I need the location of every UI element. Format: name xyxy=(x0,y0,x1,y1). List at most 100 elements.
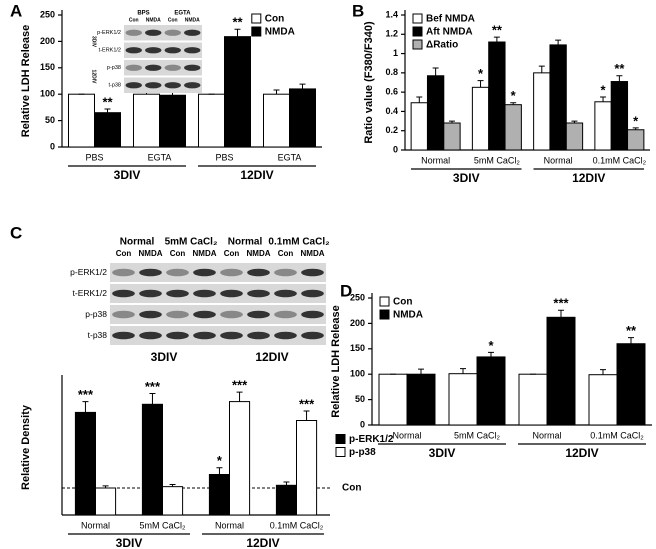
blot-band xyxy=(184,29,201,36)
y-tick-label: 0.8 xyxy=(385,67,398,77)
x-tick-label: 5mM CaCl₂ xyxy=(454,430,501,440)
error-bar xyxy=(493,36,500,42)
blot-band xyxy=(220,268,243,277)
group-label: 3DIV xyxy=(116,536,143,549)
error-bar xyxy=(303,410,310,421)
panel-letter: D xyxy=(340,281,352,300)
significance-label: ** xyxy=(492,23,503,38)
error-bar xyxy=(418,368,424,375)
blot-band xyxy=(301,268,324,277)
blot-band xyxy=(247,310,270,319)
significance-label: * xyxy=(217,453,223,468)
significance-label: * xyxy=(488,338,494,353)
bar xyxy=(518,373,548,426)
blot-band xyxy=(274,310,297,319)
y-tick-label: 1.4 xyxy=(385,9,398,19)
blot-lane-label: NMDA xyxy=(247,249,271,258)
bar xyxy=(533,72,551,151)
legend-label: Bef NMDA xyxy=(426,14,475,25)
x-tick-label: Normal xyxy=(532,430,561,440)
blot-lane-label: NMDA xyxy=(193,249,217,258)
bar xyxy=(410,102,428,151)
bar xyxy=(159,94,186,148)
error-bar xyxy=(216,467,223,475)
blot-strip xyxy=(110,305,326,324)
legend-label: NMDA xyxy=(393,310,423,321)
blot-band xyxy=(164,64,181,71)
blot-row-label: t-p38 xyxy=(108,83,121,89)
y-tick-label: 50 xyxy=(355,394,365,404)
bar xyxy=(448,373,478,426)
blot-band xyxy=(125,47,142,54)
error-bar xyxy=(600,96,607,102)
error-bar xyxy=(558,309,564,318)
x-tick-label: 5mM CaCl₂ xyxy=(474,155,521,165)
blot-band xyxy=(193,268,216,277)
error-bar xyxy=(432,67,439,76)
bar xyxy=(289,88,316,148)
significance-label: * xyxy=(633,113,639,128)
error-bar xyxy=(416,96,423,103)
y-tick-label: 0 xyxy=(360,419,365,429)
bar xyxy=(594,101,612,151)
blot-band xyxy=(112,268,135,277)
error-bar xyxy=(488,351,494,357)
blot-band xyxy=(145,82,162,89)
blot-band xyxy=(164,29,181,36)
blot-band xyxy=(301,331,324,340)
group-label: 12DIV xyxy=(565,446,598,460)
bar xyxy=(162,486,184,516)
blot-band xyxy=(125,29,142,36)
bar xyxy=(504,104,522,151)
blot-row-label: p-p38 xyxy=(107,65,121,71)
error-bar xyxy=(273,89,280,95)
error-bar xyxy=(169,483,176,487)
legend-swatch xyxy=(412,26,423,37)
bar xyxy=(406,373,436,426)
blot-band xyxy=(193,310,216,319)
blot-band xyxy=(247,289,270,298)
x-tick-label: Normal xyxy=(421,155,450,165)
reference-label: Con xyxy=(342,483,361,494)
blot-column-header: BPS xyxy=(137,11,149,17)
blot-band xyxy=(125,82,142,89)
blot-band xyxy=(145,47,162,54)
blot-band xyxy=(184,64,201,71)
bar xyxy=(208,474,230,516)
bar xyxy=(588,374,618,426)
error-bar xyxy=(477,80,484,88)
blot-band xyxy=(112,310,135,319)
blot-row-label: t-p38 xyxy=(88,330,108,340)
blot-side-label: 12DIV xyxy=(255,350,288,364)
bar xyxy=(94,112,121,148)
blot-lane-label: NMDA xyxy=(185,17,200,23)
significance-label: * xyxy=(511,88,517,103)
blot-lane-label: Con xyxy=(129,17,139,23)
blot-row-label: p-ERK1/2 xyxy=(97,30,121,36)
blot-strip xyxy=(110,284,326,303)
bar xyxy=(488,41,506,151)
blot-band xyxy=(247,268,270,277)
legend-swatch xyxy=(379,309,390,320)
panel-letter: B xyxy=(352,1,364,20)
y-tick-label: 100 xyxy=(350,369,365,379)
bar xyxy=(426,75,445,151)
error-bar xyxy=(628,337,634,344)
blot-column-header: Normal xyxy=(120,237,155,248)
legend-label: ΔRatio xyxy=(426,40,458,51)
bar xyxy=(296,420,318,516)
bar xyxy=(275,484,297,516)
x-tick-label: 5mM CaCl₂ xyxy=(140,520,187,530)
error-bar xyxy=(616,75,623,82)
blot-lane-label: Con xyxy=(170,249,186,258)
y-tick-label: 0.2 xyxy=(385,125,398,135)
blot-band xyxy=(166,289,189,298)
x-tick-label: Normal xyxy=(81,520,110,530)
blot-band xyxy=(193,289,216,298)
blot-column-header: Normal xyxy=(228,237,263,248)
blot-strip xyxy=(110,326,326,345)
bar xyxy=(198,93,225,148)
significance-label: ** xyxy=(626,323,637,338)
error-bar xyxy=(234,28,241,37)
